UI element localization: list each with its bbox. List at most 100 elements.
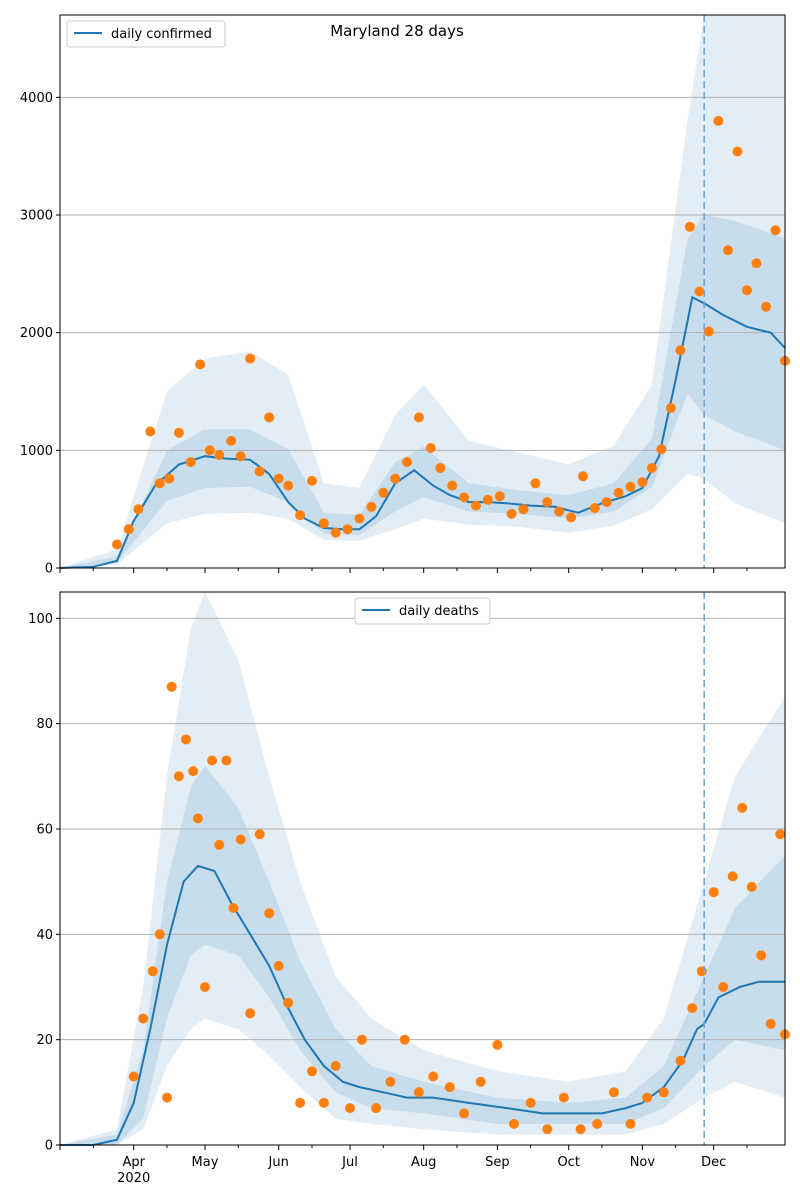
data-point [330, 1061, 341, 1071]
deaths-panel: 0 20 40 60 80 100 Apr May Jun Jul Aug Sep Oct Nov Dec… [28, 591, 790, 1186]
confirmed-line [59, 295, 786, 569]
data-point [162, 1092, 172, 1103]
data-point [366, 501, 377, 512]
data-point [542, 1124, 553, 1135]
x-tick-label: Dec [701, 1155, 726, 1170]
data-point [723, 245, 733, 256]
data-point [378, 487, 389, 498]
data-point [195, 359, 206, 370]
data-point [675, 345, 686, 356]
deaths-plot-frame [59, 591, 786, 1146]
data-point [518, 504, 529, 515]
data-point [307, 475, 317, 486]
data-point [138, 1013, 149, 1024]
data-point [770, 225, 781, 236]
data-point [625, 481, 636, 492]
data-point [228, 903, 239, 913]
data-point [658, 1087, 669, 1098]
x-tick-label: Oct [557, 1155, 579, 1170]
data-point [742, 285, 752, 296]
data-point [428, 1071, 439, 1082]
data-point [318, 518, 329, 529]
data-point [444, 1082, 455, 1093]
data-point [226, 435, 237, 446]
data-point [295, 510, 306, 521]
data-point [254, 829, 265, 840]
data-point [307, 1066, 317, 1077]
confirmed-y-ticks: 0 1000 2000 3000 4000 [20, 91, 60, 577]
data-point [188, 766, 199, 777]
data-point [687, 1003, 698, 1014]
legend-label-daily-confirmed: daily confirmed [111, 27, 212, 42]
data-point [145, 426, 156, 437]
data-point [718, 982, 729, 992]
data-point [525, 1097, 536, 1108]
data-point [342, 524, 353, 535]
data-point [696, 966, 707, 977]
data-point [765, 1018, 776, 1029]
data-point [112, 539, 122, 550]
data-point [459, 1108, 470, 1119]
data-point [578, 471, 588, 482]
y-tick-label: 1000 [20, 444, 53, 459]
data-point [214, 839, 225, 850]
data-point [273, 960, 284, 971]
data-point [554, 506, 565, 517]
y-tick-label: 4000 [20, 91, 53, 106]
x-tick-label: Sep [485, 1155, 510, 1170]
data-point [181, 734, 191, 745]
data-point [330, 527, 341, 538]
data-point [509, 1118, 519, 1129]
data-point [542, 497, 553, 508]
legend-box [354, 597, 491, 625]
data-point [356, 1034, 367, 1045]
data-point [254, 466, 265, 477]
data-point [761, 301, 771, 312]
data-point [133, 504, 144, 515]
y-tick-label: 40 [36, 928, 53, 943]
deaths-x-ticks: Apr May Jun Jul Aug Sep Oct Nov Dec [59, 1145, 748, 1170]
data-point [235, 834, 246, 845]
data-point [128, 1071, 139, 1082]
data-point [264, 908, 275, 919]
data-point [413, 1087, 424, 1098]
data-point [482, 494, 493, 505]
data-point [371, 1103, 382, 1114]
deaths-y-ticks: 0 20 40 60 80 100 [28, 612, 60, 1154]
data-point [756, 950, 767, 961]
data-point [164, 473, 175, 484]
confirmed-panel: 0 1000 2000 3000 4000 Maryland 28 days daily… [20, 14, 790, 577]
deaths-line [60, 864, 785, 1146]
data-point [665, 403, 676, 413]
y-tick-label: 100 [28, 612, 53, 627]
series-line-daily-deaths [60, 864, 785, 1146]
data-point [345, 1103, 355, 1114]
data-point [727, 871, 738, 882]
data-point [506, 508, 517, 519]
data-point [413, 412, 424, 423]
data-point [221, 755, 232, 766]
data-point [283, 997, 294, 1008]
data-point [613, 487, 624, 498]
data-point [402, 457, 412, 468]
data-point [245, 1008, 256, 1019]
data-point [185, 457, 196, 468]
data-point [625, 1118, 636, 1129]
data-point [214, 450, 225, 460]
data-point [385, 1076, 396, 1087]
confirmed-legend: daily confirmed [66, 20, 226, 48]
data-point [154, 478, 165, 489]
x-axis-year-label: 2020 [117, 1171, 150, 1186]
confirmed-points [112, 115, 790, 550]
data-point [703, 326, 714, 337]
data-point [608, 1087, 619, 1098]
data-point [589, 503, 600, 513]
data-point [694, 286, 705, 297]
data-point [732, 146, 743, 157]
x-tick-label: Aug [411, 1155, 436, 1170]
data-point [601, 497, 612, 508]
x-tick-label: Apr [122, 1155, 145, 1170]
data-point [154, 929, 165, 940]
data-point [173, 771, 184, 782]
